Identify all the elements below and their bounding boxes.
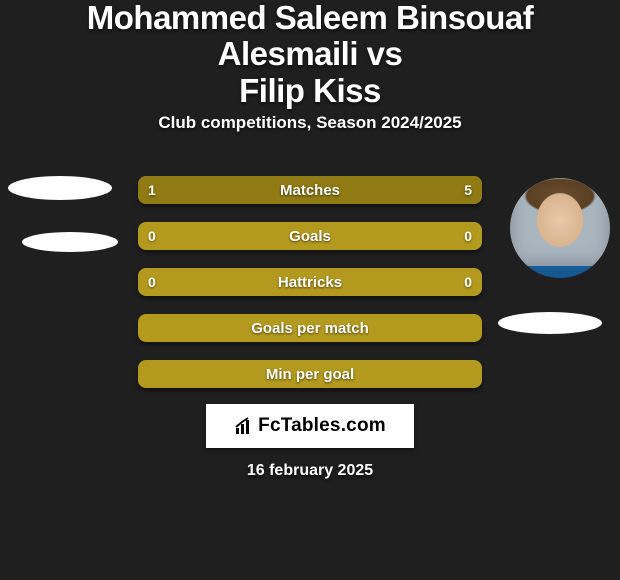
- bar-chart-icon: [234, 416, 254, 436]
- stat-value-right: 0: [464, 222, 472, 250]
- page-title: Mohammed Saleem Binsouaf Alesmaili vs Fi…: [0, 0, 620, 109]
- stat-value-left: 0: [148, 268, 156, 296]
- infographic-date: 16 february 2025: [0, 462, 620, 480]
- h2h-infographic: Mohammed Saleem Binsouaf Alesmaili vs Fi…: [0, 0, 620, 580]
- stat-label: Goals: [138, 222, 482, 250]
- stat-bars: Matches15Goals00Hattricks00Goals per mat…: [138, 176, 482, 406]
- fctables-logo: FcTables.com: [206, 404, 414, 448]
- subtitle: Club competitions, Season 2024/2025: [0, 113, 620, 133]
- ellipse-left-1: [8, 176, 112, 200]
- player-right-avatar: [510, 178, 610, 278]
- ellipse-left-2: [22, 232, 118, 252]
- stat-label: Matches: [138, 176, 482, 204]
- logo-text: FcTables.com: [234, 415, 386, 437]
- stat-row: Min per goal: [138, 360, 482, 388]
- stat-value-left: 0: [148, 222, 156, 250]
- title-line-2: Filip Kiss: [239, 72, 381, 109]
- stat-value-right: 5: [464, 176, 472, 204]
- stat-value-right: 0: [464, 268, 472, 296]
- stat-label: Hattricks: [138, 268, 482, 296]
- stat-row: Goals0 0: [138, 222, 482, 250]
- player-right-photo: [510, 178, 610, 278]
- title-line-1: Mohammed Saleem Binsouaf Alesmaili vs: [87, 0, 533, 72]
- stat-label: Goals per match: [138, 314, 482, 342]
- stat-label: Min per goal: [138, 360, 482, 388]
- stat-value-left: 1: [148, 176, 156, 204]
- ellipse-right: [498, 312, 602, 334]
- stat-row: Hattricks0 0: [138, 268, 482, 296]
- stat-row: Goals per match: [138, 314, 482, 342]
- stat-row: Matches1 5: [138, 176, 482, 204]
